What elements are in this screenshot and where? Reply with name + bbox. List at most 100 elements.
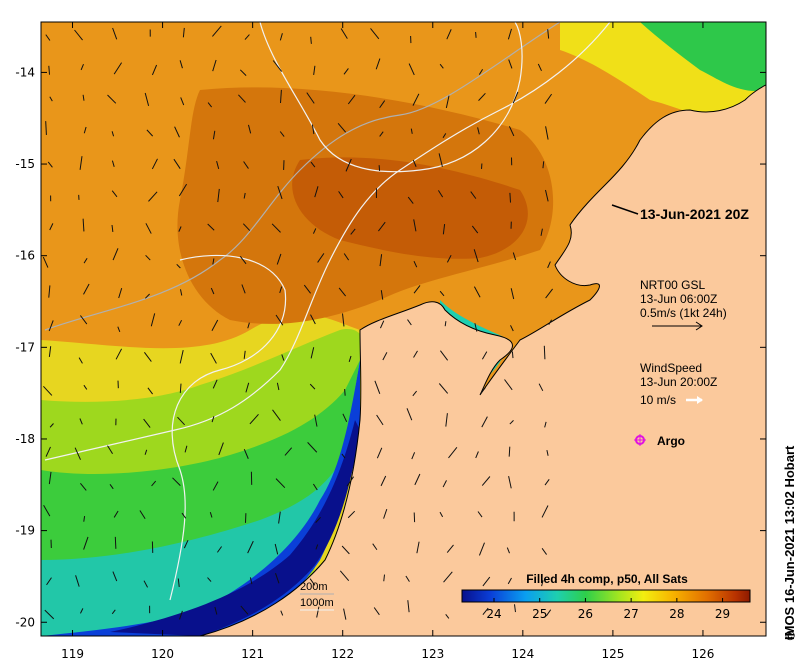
current-vector — [177, 416, 186, 426]
current-vector — [276, 253, 282, 265]
current-vector — [216, 546, 223, 553]
current-vector — [477, 127, 480, 135]
current-vector — [80, 315, 88, 325]
current-vector — [275, 478, 286, 489]
current-vector — [211, 416, 215, 423]
current-vector — [350, 228, 356, 235]
current-vector — [179, 383, 182, 393]
current-vector — [481, 351, 488, 360]
current-vector — [111, 609, 116, 615]
current-vector — [442, 133, 447, 139]
current-vector — [139, 510, 146, 519]
copyright-icon: © — [785, 628, 795, 643]
colorbar-tick-label: 27 — [624, 607, 639, 621]
current-vector — [42, 256, 49, 268]
current-vector — [144, 293, 150, 299]
current-vector — [78, 357, 83, 364]
current-vector — [345, 158, 352, 172]
current-vector — [504, 379, 513, 391]
longitude-axis: 119 120 121 122 123 124 125 126 — [61, 22, 714, 661]
current-vector — [379, 100, 386, 109]
current-vector — [44, 609, 55, 620]
current-vector — [480, 387, 486, 395]
current-vector — [376, 414, 384, 426]
current-vector — [315, 544, 319, 550]
argo-marker-icon — [634, 434, 646, 446]
current-vector — [376, 447, 383, 459]
current-vector — [545, 126, 549, 140]
current-vector — [413, 260, 418, 268]
current-vector — [280, 610, 284, 616]
current-vector — [43, 505, 51, 517]
current-vector — [278, 511, 281, 524]
current-vector — [547, 29, 550, 39]
current-vector — [509, 420, 514, 425]
current-vector — [544, 93, 553, 104]
current-vector — [470, 191, 477, 199]
timestamp-pointer — [611, 204, 639, 215]
current-vector — [243, 161, 249, 169]
current-vector — [279, 286, 283, 293]
current-vector — [372, 543, 378, 551]
isobath-200-label: 200m — [300, 581, 328, 593]
current-vector — [180, 289, 183, 296]
current-vector — [277, 185, 283, 200]
current-vector — [407, 600, 410, 613]
wind-time: 13-Jun 20:00Z — [640, 375, 717, 389]
current-vector — [303, 284, 311, 294]
current-vector — [82, 94, 85, 101]
latitude-axis: -14 -15 -16 -17 -18 -19 -20 — [15, 65, 766, 629]
current-vector — [514, 604, 516, 613]
current-vector — [410, 128, 413, 134]
current-vector — [241, 284, 246, 294]
current-vector — [508, 126, 515, 137]
current-vector — [239, 255, 247, 265]
current-vector — [239, 69, 247, 77]
current-vector — [446, 254, 452, 263]
current-vector — [74, 447, 81, 460]
current-vector — [247, 322, 250, 329]
current-vector — [408, 63, 415, 76]
current-vector — [177, 578, 180, 587]
current-vector — [439, 290, 445, 297]
isobath-eddy — [169, 254, 287, 601]
sst-north-green — [640, 22, 766, 91]
current-vector — [249, 413, 259, 425]
current-vector — [448, 446, 458, 459]
current-vector — [107, 445, 113, 455]
current-vector — [545, 288, 553, 299]
current-vector — [212, 25, 222, 37]
current-vector — [275, 314, 284, 326]
current-vector — [174, 126, 180, 138]
current-vector — [49, 96, 53, 102]
colorbar-tick-label: 24 — [486, 607, 501, 621]
current-vector — [342, 313, 345, 327]
current-vector — [178, 319, 183, 326]
current-vector — [181, 512, 187, 519]
current-vector — [383, 508, 388, 519]
current-vector — [379, 131, 384, 137]
current-vector — [49, 223, 54, 231]
current-vector — [477, 511, 483, 518]
current-vector — [370, 28, 380, 40]
current-vector — [338, 287, 347, 297]
timestamp-label: 13-Jun-2021 20Z — [640, 206, 749, 222]
gsl-arrow-icon — [652, 321, 703, 331]
current-vector — [183, 539, 189, 549]
current-vector — [150, 313, 156, 327]
current-vector — [382, 352, 388, 361]
current-vector — [274, 543, 279, 555]
current-vector — [45, 121, 47, 135]
current-vector — [445, 413, 448, 427]
current-vector — [247, 540, 254, 554]
colorbar-ticks: 24 25 26 27 28 29 — [486, 598, 730, 621]
current-vector — [45, 34, 51, 41]
current-vector — [343, 608, 347, 620]
current-vector — [544, 479, 550, 486]
current-vector — [172, 477, 181, 486]
isobath-loop — [259, 22, 523, 173]
current-vector — [310, 36, 312, 44]
current-vector — [279, 33, 283, 41]
current-vector — [538, 383, 544, 392]
